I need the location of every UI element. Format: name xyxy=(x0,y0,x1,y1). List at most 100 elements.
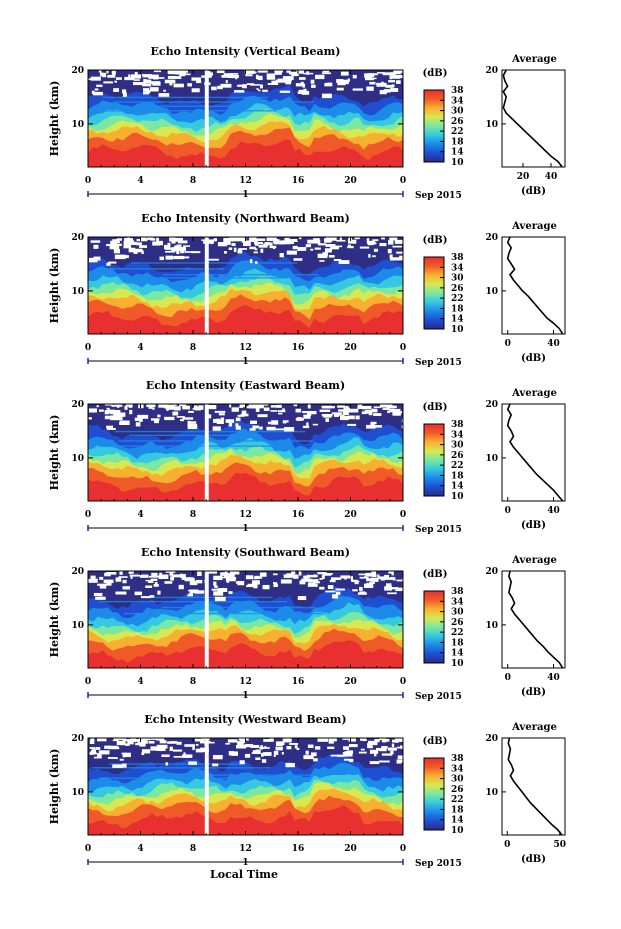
echo-streak xyxy=(109,763,242,765)
colorbar-tick-label: 22 xyxy=(451,795,464,805)
missing-data xyxy=(151,572,158,577)
missing-data xyxy=(93,756,102,759)
colorbar-tick-label: 38 xyxy=(451,86,464,96)
missing-data xyxy=(119,758,124,761)
missing-data xyxy=(143,88,149,92)
missing-data xyxy=(270,405,282,408)
x-tick-label: 0 xyxy=(400,343,406,353)
missing-data xyxy=(158,574,169,579)
average-frame xyxy=(501,69,566,168)
missing-data xyxy=(173,255,184,260)
x-tick-label: 8 xyxy=(190,677,196,687)
average-y-tick-label: 10 xyxy=(485,287,498,297)
missing-data xyxy=(235,417,241,422)
missing-data xyxy=(207,741,215,744)
missing-data xyxy=(266,75,276,80)
echo-streak xyxy=(162,274,319,276)
missing-data xyxy=(173,755,184,758)
missing-data xyxy=(330,246,339,250)
missing-data xyxy=(199,748,206,751)
missing-data xyxy=(400,759,403,763)
missing-data xyxy=(381,739,387,743)
missing-data xyxy=(370,422,375,427)
data-gap xyxy=(204,404,209,501)
missing-data xyxy=(187,421,197,424)
missing-data xyxy=(132,248,143,253)
missing-data xyxy=(317,738,329,742)
missing-data xyxy=(135,743,146,746)
missing-data xyxy=(393,408,401,414)
missing-data xyxy=(227,74,239,79)
missing-data xyxy=(359,586,363,591)
x-tick-label: 16 xyxy=(292,844,305,854)
x-tick-label: 4 xyxy=(137,677,143,687)
missing-data xyxy=(176,416,185,418)
missing-data xyxy=(99,576,104,580)
missing-data xyxy=(225,80,228,84)
missing-data xyxy=(288,238,298,242)
average-x-tick-label: 20 xyxy=(517,172,530,182)
missing-data xyxy=(244,753,251,758)
missing-data xyxy=(319,586,325,590)
missing-data xyxy=(165,762,169,766)
x-tick-label: 12 xyxy=(239,677,252,687)
echo-streak xyxy=(140,277,282,279)
missing-data xyxy=(218,413,225,416)
missing-data xyxy=(275,741,284,746)
missing-data xyxy=(303,755,314,760)
missing-data xyxy=(92,91,103,96)
missing-data xyxy=(381,746,384,750)
missing-data xyxy=(197,571,202,576)
average-y-tick-label: 20 xyxy=(485,66,498,76)
missing-data xyxy=(368,745,373,749)
missing-data xyxy=(241,410,247,415)
missing-data xyxy=(339,237,342,241)
missing-data xyxy=(255,74,259,80)
colorbar-tick-label: 22 xyxy=(451,628,464,638)
missing-data xyxy=(357,404,363,409)
colorbar-tick-label: 30 xyxy=(451,274,464,284)
missing-data xyxy=(220,83,232,88)
missing-data xyxy=(133,251,138,254)
missing-data xyxy=(328,740,334,744)
colorbar xyxy=(423,256,445,330)
colorbar-unit: (dB) xyxy=(423,402,448,413)
average-x-tick-label: 0 xyxy=(505,673,511,683)
missing-data xyxy=(131,571,134,574)
echo-layer xyxy=(88,304,403,334)
colorbar-tick-label: 18 xyxy=(451,304,464,314)
missing-data xyxy=(108,745,118,749)
average-x-tick-label: 40 xyxy=(547,673,560,683)
missing-data xyxy=(298,571,302,576)
missing-data xyxy=(347,423,357,426)
day-label: 1 xyxy=(242,691,248,701)
y-axis-label: Height (km) xyxy=(48,582,61,658)
missing-data xyxy=(328,237,337,241)
missing-data xyxy=(141,749,151,754)
missing-data xyxy=(182,256,190,259)
colorbar-tick-label: 34 xyxy=(451,597,464,607)
missing-data xyxy=(159,256,165,261)
missing-data xyxy=(221,75,231,78)
missing-data xyxy=(249,237,257,241)
missing-data xyxy=(225,419,235,423)
average-profile-line xyxy=(502,69,563,168)
missing-data xyxy=(169,82,173,86)
missing-data xyxy=(102,72,107,78)
missing-data xyxy=(152,241,161,246)
missing-data xyxy=(359,246,370,249)
missing-data xyxy=(291,571,296,575)
missing-data xyxy=(321,575,325,580)
missing-data xyxy=(383,404,393,407)
missing-data xyxy=(347,244,351,247)
missing-data xyxy=(141,250,144,255)
missing-data xyxy=(343,407,350,412)
echo-streak xyxy=(114,430,306,433)
colorbar-tick-label: 30 xyxy=(451,441,464,451)
missing-data xyxy=(235,425,241,430)
missing-data xyxy=(130,74,142,79)
missing-data xyxy=(370,577,379,582)
missing-data xyxy=(321,413,333,417)
missing-data xyxy=(246,585,254,588)
missing-data xyxy=(293,404,298,407)
